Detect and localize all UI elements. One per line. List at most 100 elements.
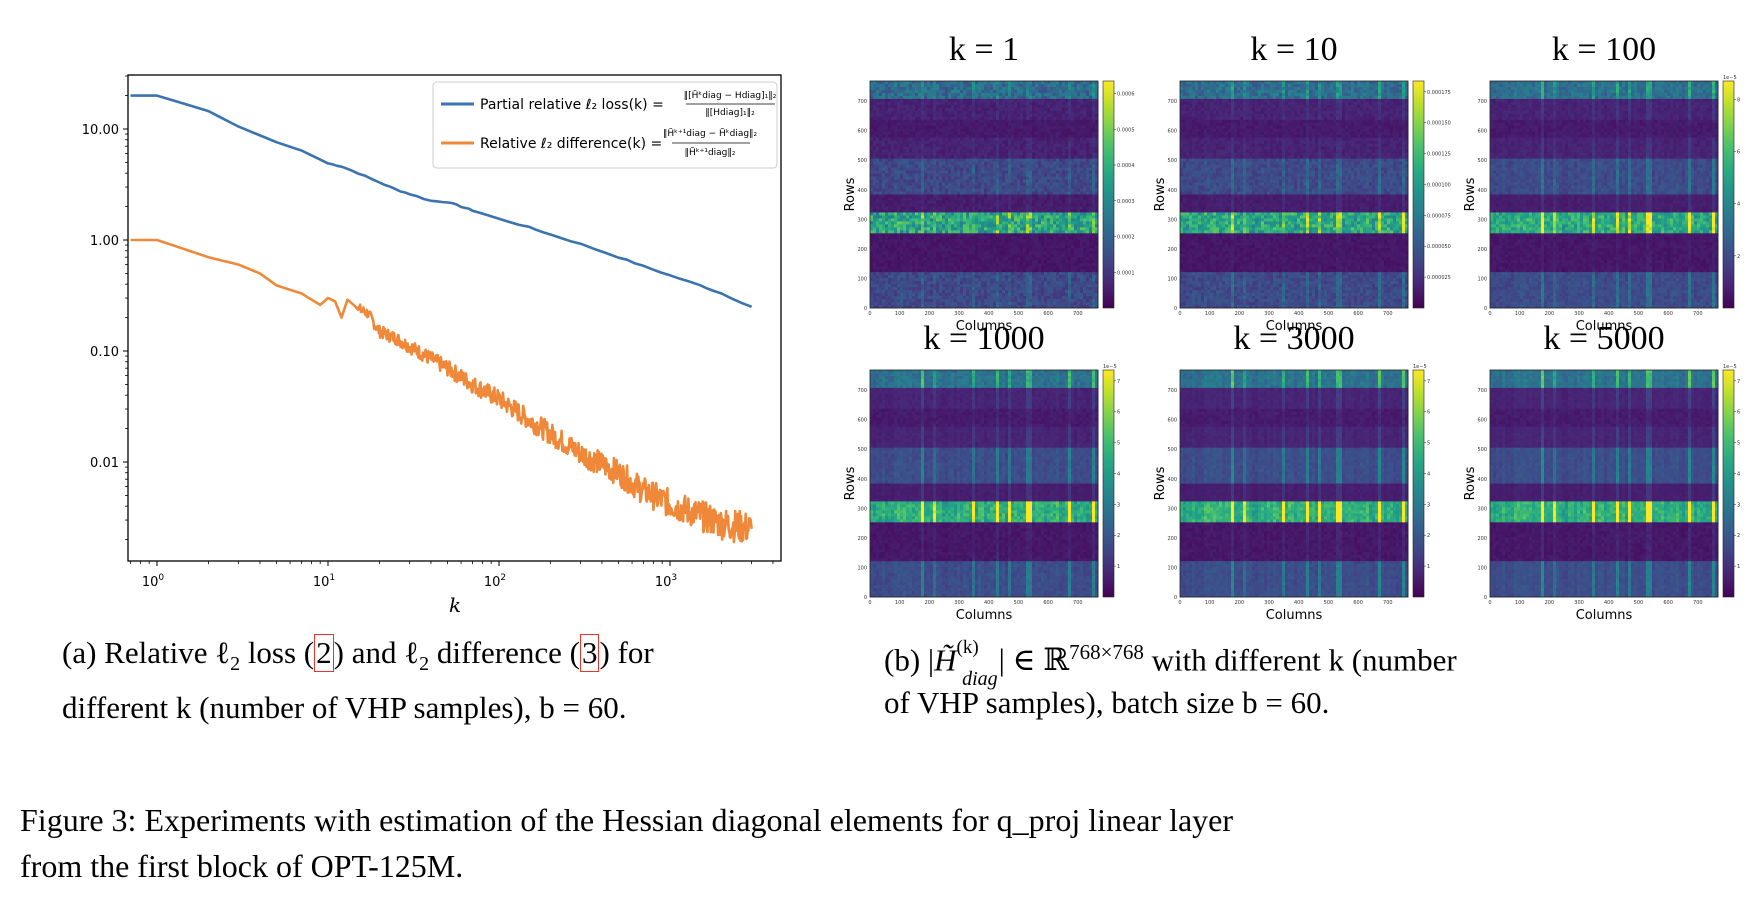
heatmap-cell [1071, 194, 1075, 198]
heatmap-cell [996, 125, 1000, 130]
heatmap-cell [954, 116, 958, 121]
heatmap-cell [945, 125, 949, 130]
heatmap-cell [1065, 146, 1069, 151]
heatmap-cell [879, 197, 883, 201]
heatmap-cell [1089, 146, 1093, 151]
heatmap-cell [1050, 149, 1054, 154]
heatmap-cell [1065, 227, 1069, 231]
heatmap-cell [936, 200, 940, 204]
heatmap-cell [1011, 209, 1015, 213]
heatmap-cell [1035, 227, 1039, 231]
heatmap-cell [1065, 113, 1069, 118]
heatmap-cell [996, 155, 1000, 160]
heatmap-cell [1071, 230, 1075, 234]
heatmap-cell [936, 137, 940, 142]
heatmap-cell [1035, 233, 1039, 237]
heatmap-cell [942, 227, 946, 231]
heatmap-cell [1074, 230, 1078, 234]
heatmap-cell [960, 134, 964, 139]
heatmap-cell [1092, 248, 1096, 252]
heatmap-cell [885, 260, 889, 264]
heatmap-cell [963, 212, 967, 216]
heatmap-cell [900, 224, 904, 228]
heatmap-cell [972, 215, 976, 219]
heatmap-cell [1029, 233, 1033, 237]
heatmap-cell [870, 209, 874, 213]
heatmap-cell [972, 173, 976, 177]
heatmap-cell [981, 131, 985, 136]
heatmap-cell [882, 179, 886, 183]
heatmap-cell [1020, 83, 1024, 88]
heatmap-cell [882, 182, 886, 186]
heatmap-panel-k1: 0 0 100 100 200 200 300 300 400 400 500 500 600 600 70… [810, 31, 1150, 331]
heatmap-cell [903, 104, 907, 109]
heatmap-cell [1083, 170, 1087, 174]
plot-frame [127, 74, 782, 562]
heatmap-cell [915, 176, 919, 180]
heatmap-cell [1095, 164, 1099, 169]
heatmap-cell [999, 245, 1003, 249]
heatmap-cell [999, 236, 1003, 240]
heatmap-cell [969, 251, 973, 255]
heatmap-cell [1074, 155, 1078, 160]
heatmap-cell [996, 218, 1000, 222]
heatmap-cell [1005, 197, 1009, 201]
heatmap-cell [1068, 239, 1072, 243]
heatmap-cell [1005, 155, 1009, 160]
heatmap-cell [936, 89, 940, 94]
heatmap-cell [1041, 206, 1045, 210]
heatmap-cell [978, 212, 982, 216]
heatmap-cell [873, 239, 877, 243]
heatmap-cell [1062, 131, 1066, 136]
heatmap-cell [1008, 92, 1012, 97]
heatmap-cell [1014, 113, 1018, 118]
heatmap-cell [1023, 101, 1027, 106]
heatmap-cell [1014, 98, 1018, 103]
heatmap-cell [966, 107, 970, 112]
heatmap-cell [990, 125, 994, 130]
heatmap-cell [1002, 116, 1006, 121]
heatmap-cell [1020, 134, 1024, 139]
heatmap-cell [984, 203, 988, 207]
heatmap-cell [882, 83, 886, 88]
heatmap-cell [1095, 206, 1099, 210]
heatmap-cell [879, 116, 883, 121]
heatmap-cell [1023, 209, 1027, 213]
heatmap-cell [951, 143, 955, 148]
heatmap-cell [975, 260, 979, 264]
heatmap-cell [1038, 269, 1042, 273]
heatmap-cell [987, 137, 991, 142]
heatmap-cell [1017, 119, 1021, 124]
heatmap-cell [924, 224, 928, 228]
heatmap-cell [894, 254, 898, 258]
heatmap-cell [954, 248, 958, 252]
heatmap-cell [909, 248, 913, 252]
heatmap-cell [1047, 113, 1051, 118]
heatmap-cell [897, 230, 901, 234]
heatmap-cell [1095, 230, 1099, 234]
heatmap-cell [1059, 146, 1063, 151]
heatmap-cell [1008, 254, 1012, 258]
heatmap-cell [870, 179, 874, 183]
heatmap-cell [951, 263, 955, 267]
heatmap-cell [876, 155, 880, 160]
heatmap-cell [1068, 92, 1072, 97]
heatmap-cell [1077, 221, 1081, 225]
heatmap-cell [1092, 101, 1096, 106]
heatmap-cell [936, 209, 940, 213]
heatmap-cell [1077, 230, 1081, 234]
heatmap-cell [882, 212, 886, 216]
heatmap-cell [1026, 245, 1030, 249]
heatmap-cell [954, 89, 958, 94]
heatmap-cell [948, 146, 952, 151]
heatmap-cell [945, 242, 949, 246]
heatmap-cell [1092, 131, 1096, 136]
heatmap-cell [1011, 260, 1015, 264]
heatmap-cell [996, 209, 1000, 213]
heatmap-cell [981, 110, 985, 115]
heatmap-cell [993, 89, 997, 94]
heatmap-cell [1059, 155, 1063, 160]
heatmap-cell [966, 227, 970, 231]
heatmap-cell [1011, 119, 1015, 124]
heatmap-cell [894, 242, 898, 246]
